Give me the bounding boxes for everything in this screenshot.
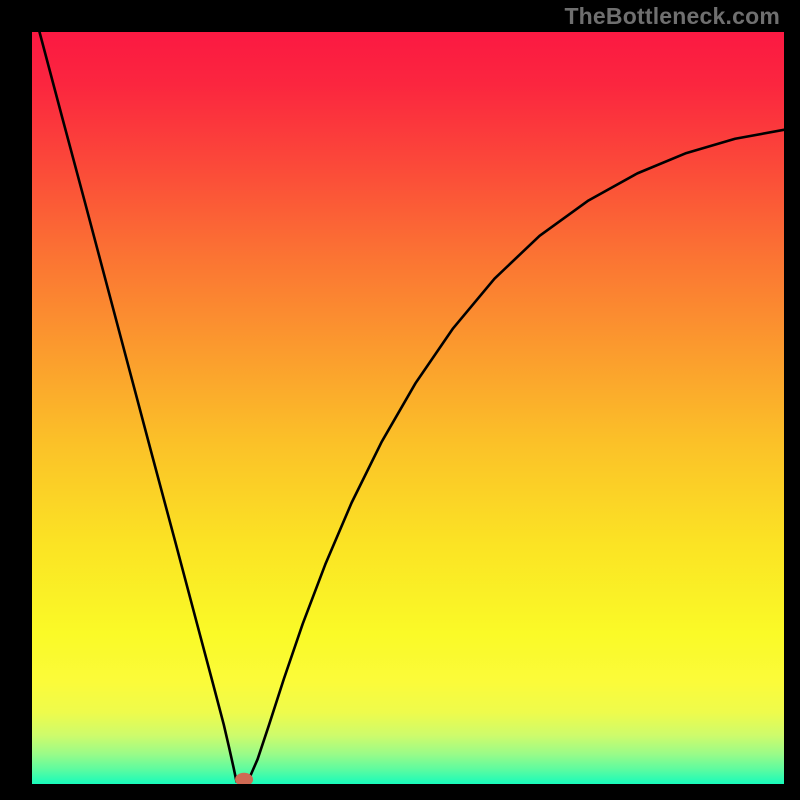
plot-svg bbox=[32, 32, 784, 784]
bottleneck-curve bbox=[40, 32, 784, 782]
plot-area bbox=[32, 32, 784, 784]
watermark-text: TheBottleneck.com bbox=[564, 3, 780, 30]
chart-frame: TheBottleneck.com bbox=[0, 0, 800, 800]
